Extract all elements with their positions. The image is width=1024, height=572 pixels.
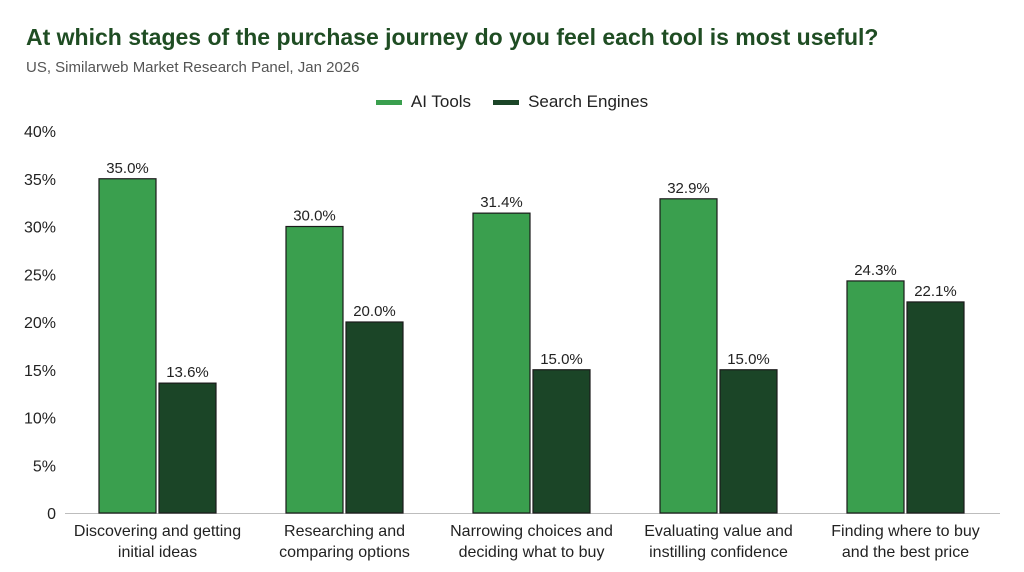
bar-search-engines	[158, 382, 217, 514]
y-tick-label: 25%	[24, 267, 56, 284]
legend-item-search-engines: Search Engines	[493, 92, 648, 112]
legend-swatch-ai-tools	[375, 99, 402, 105]
bar-search-engines	[719, 369, 778, 514]
y-tick-label: 15%	[24, 363, 56, 380]
x-category-label: deciding what to buy	[459, 544, 605, 561]
y-tick-label: 30%	[24, 220, 56, 237]
x-category-label: Evaluating value and	[644, 523, 793, 540]
bar-search-engines	[906, 301, 965, 514]
x-category-label: and the best price	[842, 544, 969, 561]
x-category-label: Researching and	[284, 523, 405, 540]
legend-label-search-engines: Search Engines	[528, 92, 649, 111]
data-label: 13.6%	[166, 364, 209, 381]
data-label: 35.0%	[106, 160, 149, 177]
y-tick-label: 40%	[24, 124, 56, 141]
data-label: 31.4%	[480, 194, 523, 211]
y-tick-label: 20%	[24, 315, 56, 332]
data-label: 15.0%	[540, 351, 583, 368]
legend-item-ai-tools: AI Tools	[375, 92, 472, 112]
bar-ai-tools	[98, 178, 157, 514]
data-label: 22.1%	[914, 283, 957, 300]
legend-label-ai-tools: AI Tools	[410, 92, 472, 111]
x-category-label: instilling confidence	[649, 544, 788, 561]
x-category-label: initial ideas	[118, 544, 197, 561]
chart-subtitle: US, Similarweb Market Research Panel, Ja…	[26, 59, 360, 76]
y-tick-label: 5%	[33, 458, 56, 475]
bar-search-engines	[345, 321, 404, 514]
bar-search-engines	[532, 369, 591, 514]
legend-swatch-search-engines	[493, 99, 520, 105]
bar-ai-tools	[472, 212, 531, 514]
x-category-label: Discovering and getting	[74, 523, 241, 540]
y-tick-label: 10%	[24, 411, 56, 428]
y-tick-label: 35%	[24, 172, 56, 189]
chart-title: At which stages of the purchase journey …	[26, 24, 879, 50]
data-label: 24.3%	[854, 262, 897, 279]
data-label: 32.9%	[667, 180, 710, 197]
bar-ai-tools	[659, 198, 718, 514]
y-tick-label: 0	[47, 506, 56, 523]
bar-ai-tools	[285, 225, 344, 514]
legend: AI Tools Search Engines	[0, 92, 1024, 112]
data-label: 30.0%	[293, 208, 336, 225]
x-category-label: Finding where to buy	[831, 523, 980, 540]
bar-ai-tools	[846, 280, 905, 514]
x-category-label: comparing options	[279, 544, 410, 561]
data-label: 15.0%	[727, 351, 770, 368]
x-category-label: Narrowing choices and	[450, 523, 613, 540]
data-label: 20.0%	[353, 303, 396, 320]
